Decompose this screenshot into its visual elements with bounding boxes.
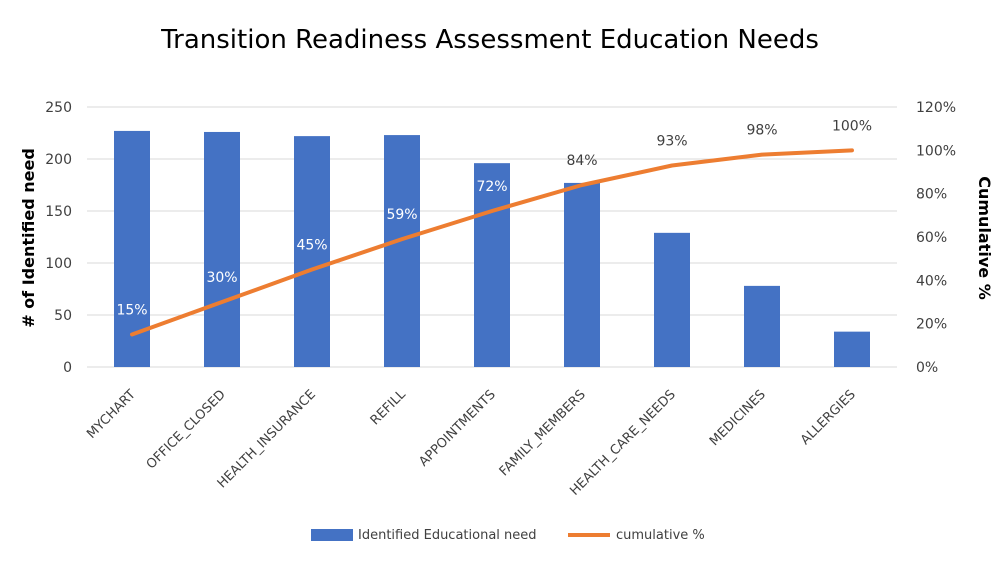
cumulative-polyline [130,148,854,337]
y-axis-title: # of Identified need [19,148,38,328]
y-tick-label: 0 [63,360,72,376]
cumulative-data-label: 30% [206,270,237,286]
bar [654,232,690,367]
x-tick-label: REFILL [368,387,410,429]
y2-tick-label: 20% [916,317,947,333]
bar [204,131,240,367]
cumulative-data-label: 100% [832,118,872,134]
bar [114,130,150,367]
bar [744,285,780,367]
cumulative-data-label: 45% [296,238,327,254]
y-tick-label: 250 [45,100,72,116]
x-tick-label: MEDICINES [707,387,769,449]
bars [114,130,870,367]
y-tick-label: 150 [45,204,72,220]
y2-tick-label: 0% [916,360,938,376]
bar [384,135,420,367]
cumulative-data-label: 72% [476,179,507,195]
bar [294,136,330,367]
cumulative-data-label: 84% [566,153,597,169]
legend-bar-label: Identified Educational need [358,528,537,543]
chart-title: Transition Readiness Assessment Educatio… [160,25,819,55]
legend-bar-swatch [311,529,353,541]
bar [474,163,510,367]
y-tick-label: 100 [45,256,72,272]
x-tick-label: FAMILY_MEMBERS [497,387,589,479]
y2-axis-title: Cumulative % [975,176,994,300]
cumulative-data-label: 15% [116,303,147,319]
data-labels: 15% 30% 45% 59% 72% 84% 93% 98% 100% [116,118,872,318]
y2-tick-label: 120% [916,100,956,116]
cumulative-data-label: 98% [746,123,777,139]
y2-tick-label: 40% [916,273,947,289]
x-tick-label: ALLERGIES [798,387,859,448]
legend: Identified Educational need cumulative % [311,528,705,543]
y-tick-label: 50 [54,308,72,324]
x-tick-label: HEALTH_CARE_NEEDS [567,387,679,499]
y2-tick-label: 80% [916,187,947,203]
cumulative-line [130,148,854,337]
legend-line-label: cumulative % [616,528,705,543]
bar [564,182,600,367]
y2-tick-label: 100% [916,143,956,159]
y2-tick-label: 60% [916,230,947,246]
x-tick-label: HEALTH_INSURANCE [215,387,319,491]
y-tick-label: 200 [45,152,72,168]
x-tick-label: APPOINTMENTS [416,387,498,469]
bar [834,331,870,367]
cumulative-data-label: 59% [386,207,417,223]
x-tick-label: MYCHART [84,387,139,442]
x-tick-label: OFFICE_CLOSED [144,387,229,472]
cumulative-data-label: 93% [656,134,687,150]
